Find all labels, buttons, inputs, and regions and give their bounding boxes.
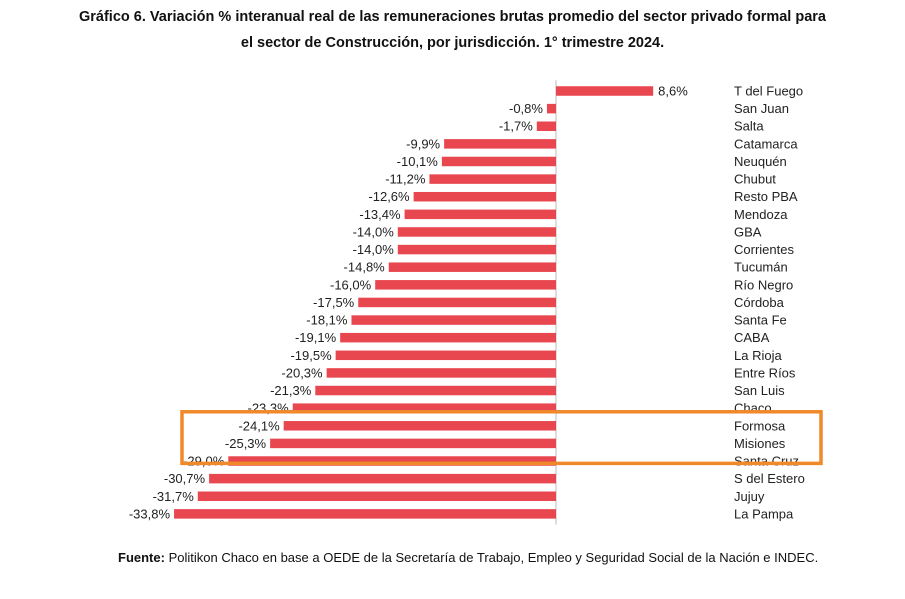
category-label: Misiones xyxy=(734,436,786,451)
bar xyxy=(397,244,556,255)
value-label: -14,0% xyxy=(353,224,395,239)
value-label: -16,0% xyxy=(330,277,372,292)
category-label: T del Fuego xyxy=(734,84,803,99)
value-label: -17,5% xyxy=(313,295,355,310)
bar xyxy=(444,139,556,149)
value-label: -21,3% xyxy=(270,383,312,398)
category-label: Tucumán xyxy=(734,260,788,275)
value-label: 8,6% xyxy=(658,84,688,99)
value-label: -20,3% xyxy=(281,365,323,380)
bar xyxy=(556,86,654,96)
bar xyxy=(413,191,556,202)
value-label: -29,0% xyxy=(183,454,225,469)
category-label: Córdoba xyxy=(734,295,785,310)
value-label: -14,8% xyxy=(344,260,386,275)
bar xyxy=(441,156,556,167)
highlight-box xyxy=(180,410,823,466)
value-label: -13,4% xyxy=(359,207,401,222)
value-label: -25,3% xyxy=(225,436,267,451)
bar xyxy=(536,121,556,131)
bar xyxy=(340,332,556,343)
category-label: GBA xyxy=(734,224,762,239)
value-label: -0,8% xyxy=(509,101,543,116)
category-label: Neuquén xyxy=(734,154,787,169)
bar xyxy=(358,297,556,308)
value-label: -18,1% xyxy=(306,313,348,328)
source-label: Fuente: xyxy=(118,550,165,565)
source-note: Fuente: Politikon Chaco en base a OEDE d… xyxy=(118,550,818,565)
category-label: Resto PBA xyxy=(734,189,798,204)
category-label: Jujuy xyxy=(734,489,765,504)
value-label: -10,1% xyxy=(397,154,439,169)
category-label: Chubut xyxy=(734,172,776,187)
bar xyxy=(292,403,556,413)
category-label: La Pampa xyxy=(734,506,794,521)
chart-title-line-1: Gráfico 6. Variación % interanual real d… xyxy=(78,9,826,25)
category-label: Entre Ríos xyxy=(734,365,796,380)
category-label: Catamarca xyxy=(734,136,798,151)
category-label: La Rioja xyxy=(734,348,782,363)
value-label: -33,8% xyxy=(129,506,171,521)
bar xyxy=(351,315,556,325)
bar xyxy=(397,227,556,237)
category-label: Río Negro xyxy=(734,277,793,292)
bar xyxy=(209,473,556,484)
category-label: Salta xyxy=(734,119,764,134)
bar xyxy=(174,509,556,519)
value-label: -19,5% xyxy=(290,348,332,363)
bar xyxy=(388,262,556,272)
value-label: -31,7% xyxy=(153,489,195,504)
category-label: Santa Cruz xyxy=(734,454,799,469)
value-label: -24,1% xyxy=(238,418,280,433)
value-label: -1,7% xyxy=(499,119,533,134)
bar xyxy=(283,421,556,431)
value-label: -12,6% xyxy=(368,189,410,204)
bar xyxy=(197,491,557,502)
category-label: San Juan xyxy=(734,101,789,116)
source-text: Politikon Chaco en base a OEDE de la Sec… xyxy=(164,550,819,565)
category-label: S del Estero xyxy=(734,471,805,486)
value-label: -19,1% xyxy=(295,330,337,345)
category-label: Mendoza xyxy=(734,207,788,222)
bar xyxy=(335,350,556,361)
chart-title-line-2: el sector de Construcción, por jurisdicc… xyxy=(240,35,665,51)
value-label: -11,2% xyxy=(385,172,426,187)
bar xyxy=(546,103,556,114)
category-label: Santa Fe xyxy=(734,313,787,328)
category-label: CABA xyxy=(734,330,770,345)
bar xyxy=(315,385,556,396)
category-label: Formosa xyxy=(734,418,786,433)
category-label: Corrientes xyxy=(734,242,794,257)
bar xyxy=(228,456,557,466)
value-label: -30,7% xyxy=(164,471,206,486)
value-label: -14,0% xyxy=(353,242,395,257)
bar xyxy=(429,174,556,184)
bar xyxy=(404,209,556,220)
bar xyxy=(375,280,556,290)
bar xyxy=(270,438,556,449)
category-label: San Luis xyxy=(734,383,785,398)
value-label: -9,9% xyxy=(406,136,440,151)
bar xyxy=(326,368,556,378)
